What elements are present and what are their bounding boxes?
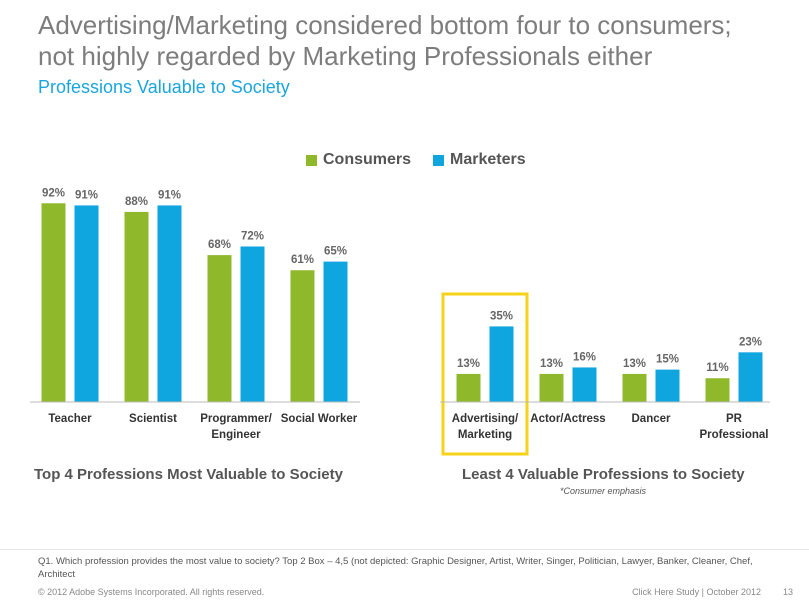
legend-item-marketers: Marketers: [433, 151, 526, 169]
category-label-dancer: Dancer: [632, 413, 672, 425]
data-label-marketers-dancer: 15%: [656, 354, 679, 366]
bar-consumers-programmer-engineer: [207, 255, 232, 402]
legend-item-consumers: Consumers: [306, 151, 411, 169]
bar-chart: 92% 91% Teacher 88% 91% Scientist 68% 72% Progra…: [30, 187, 770, 456]
data-label-marketers-teacher: 91%: [75, 189, 98, 201]
slide-title: Advertising/Marketing considered bottom …: [38, 10, 798, 72]
footer-divider: [0, 549, 809, 550]
chart-legend: Consumers Marketers: [306, 151, 526, 169]
bar-consumers-advertising-marketing: [456, 373, 481, 402]
bar-consumers-dancer: [622, 373, 647, 402]
page-number: 13: [782, 587, 793, 597]
category-label-pr-professional: PR Professional: [699, 413, 768, 441]
legend-swatch-marketers: [433, 154, 445, 166]
bar-marketers-social-worker: [323, 261, 348, 402]
section-title-least-4: Least 4 Valuable Professions to Society: [462, 466, 745, 483]
slide-subtitle: Professions Valuable to Society: [38, 77, 290, 97]
bar-consumers-scientist: [124, 211, 149, 402]
category-label-social-worker: Social Worker: [281, 413, 358, 425]
bar-marketers-advertising-marketing: [489, 326, 514, 402]
data-label-consumers-programmer-engineer: 68%: [208, 239, 231, 251]
title-line-1: Advertising/Marketing considered bottom …: [38, 10, 732, 40]
bar-marketers-teacher: [74, 205, 99, 402]
data-label-marketers-programmer-engineer: 72%: [241, 230, 264, 242]
bar-consumers-teacher: [41, 203, 66, 402]
bar-consumers-social-worker: [290, 270, 315, 402]
bar-consumers-actor-actress: [539, 373, 564, 402]
category-label-teacher: Teacher: [48, 413, 92, 425]
bar-marketers-scientist: [157, 205, 182, 402]
data-label-consumers-advertising-marketing: 13%: [457, 358, 480, 370]
highlight-box-advertising-marketing: [441, 292, 529, 456]
data-label-consumers-teacher: 92%: [42, 187, 65, 199]
section-title-top-4: Top 4 Professions Most Valuable to Socie…: [34, 466, 343, 483]
data-label-marketers-actor-actress: 16%: [573, 351, 596, 363]
study-label: Click Here Study | October 2012: [632, 587, 761, 597]
data-label-marketers-social-worker: 65%: [324, 246, 347, 258]
data-label-marketers-pr-professional: 23%: [739, 336, 762, 348]
survey-footnote: Q1. Which profession provides the most v…: [38, 556, 753, 580]
bar-marketers-programmer-engineer: [240, 246, 265, 402]
category-label-advertising-marketing: Advertising/Marketing: [452, 413, 519, 441]
consumer-emphasis-note: *Consumer emphasis: [560, 486, 647, 496]
bar-marketers-dancer: [655, 369, 680, 402]
data-label-consumers-dancer: 13%: [623, 358, 646, 370]
bar-consumers-pr-professional: [705, 378, 730, 402]
data-label-consumers-scientist: 88%: [125, 196, 148, 208]
legend-label-marketers: Marketers: [450, 151, 526, 168]
data-label-consumers-actor-actress: 13%: [540, 358, 563, 370]
bar-marketers-pr-professional: [738, 352, 763, 402]
data-label-consumers-pr-professional: 11%: [706, 362, 728, 374]
category-label-scientist: Scientist: [129, 413, 177, 425]
data-label-marketers-advertising-marketing: 35%: [490, 310, 513, 322]
title-line-2: not highly regarded by Marketing Profess…: [38, 41, 653, 71]
category-label-actor-actress: Actor/Actress: [530, 413, 605, 425]
bar-marketers-actor-actress: [572, 367, 597, 402]
legend-swatch-consumers: [306, 154, 317, 166]
category-label-programmer-engineer: Programmer/Engineer: [200, 413, 272, 441]
copyright-text: © 2012 Adobe Systems Incorporated. All r…: [38, 587, 265, 597]
data-label-marketers-scientist: 91%: [158, 189, 181, 201]
data-label-consumers-social-worker: 61%: [291, 254, 314, 266]
legend-label-consumers: Consumers: [323, 151, 412, 168]
